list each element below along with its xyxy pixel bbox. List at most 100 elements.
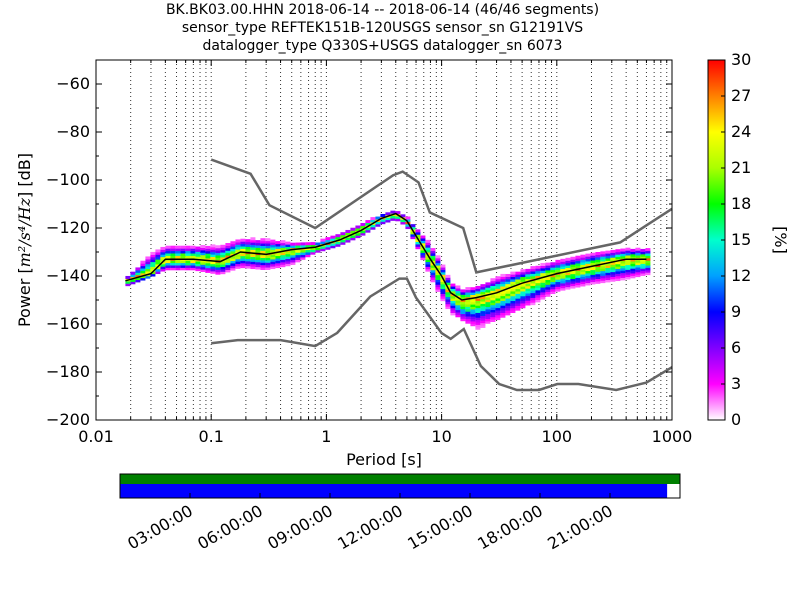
psd-cell bbox=[625, 269, 631, 273]
psd-cell bbox=[545, 265, 551, 269]
noise-model-high-line bbox=[210, 158, 673, 274]
psd-cell bbox=[630, 260, 636, 264]
psd-cell bbox=[285, 251, 291, 255]
psd-cell bbox=[305, 242, 311, 246]
psd-cell bbox=[250, 249, 256, 253]
psd-cell bbox=[555, 267, 561, 271]
psd-cell bbox=[385, 219, 391, 223]
psd-cell bbox=[150, 254, 156, 258]
psd-cell bbox=[570, 259, 576, 263]
psd-cell bbox=[430, 255, 436, 259]
psd-cell bbox=[380, 218, 386, 222]
psd-cell bbox=[535, 272, 541, 276]
psd-cell bbox=[575, 265, 581, 269]
psd-cell bbox=[540, 270, 546, 274]
psd-cell bbox=[535, 265, 541, 269]
psd-cell bbox=[245, 263, 251, 267]
psd-cell bbox=[175, 264, 181, 268]
psd-cell bbox=[470, 316, 476, 320]
psd-cell bbox=[600, 270, 606, 274]
psd-cell bbox=[495, 302, 501, 306]
psd-cell bbox=[510, 310, 516, 314]
psd-cell bbox=[510, 300, 516, 304]
psd-cell bbox=[410, 231, 416, 235]
psd-cell bbox=[215, 264, 221, 268]
psd-cell bbox=[430, 257, 436, 261]
psd-cell bbox=[470, 320, 476, 324]
psd-cell bbox=[440, 283, 446, 287]
psd-cell bbox=[615, 251, 621, 255]
psd-cell bbox=[635, 271, 641, 275]
psd-cell bbox=[225, 250, 231, 254]
psd-cell bbox=[430, 279, 436, 283]
psd-cell bbox=[165, 248, 171, 252]
psd-cell bbox=[560, 287, 566, 291]
psd-cell bbox=[595, 278, 601, 282]
psd-cell bbox=[185, 252, 191, 256]
psd-cell bbox=[485, 311, 491, 315]
psd-cell bbox=[440, 274, 446, 278]
psd-cell bbox=[505, 300, 511, 304]
psd-cell bbox=[440, 266, 446, 270]
psd-cell bbox=[530, 285, 536, 289]
psd-cell bbox=[235, 246, 241, 250]
psd-cell bbox=[230, 265, 236, 269]
psd-cell bbox=[295, 256, 301, 260]
psd-cell bbox=[150, 259, 156, 263]
psd-cell bbox=[470, 287, 476, 291]
psd-cell bbox=[440, 295, 446, 299]
colorbar-tick-label: 15 bbox=[731, 230, 751, 249]
psd-cell bbox=[625, 259, 631, 263]
psd-cell bbox=[470, 308, 476, 312]
psd-cell bbox=[495, 288, 501, 292]
psd-cell bbox=[360, 232, 366, 236]
psd-cell bbox=[225, 269, 231, 273]
psd-cell bbox=[365, 222, 371, 226]
psd-cell bbox=[500, 314, 506, 318]
psd-cell bbox=[430, 267, 436, 271]
y-tick-label: −160 bbox=[46, 314, 90, 333]
psd-cell bbox=[550, 286, 556, 290]
psd-cell bbox=[620, 272, 626, 276]
psd-cell bbox=[200, 257, 206, 261]
psd-cell bbox=[590, 281, 596, 285]
psd-cell bbox=[165, 267, 171, 271]
psd-cell bbox=[620, 248, 626, 252]
psd-cell bbox=[575, 262, 581, 266]
psd-cell bbox=[195, 268, 201, 272]
psd-cell bbox=[625, 271, 631, 275]
psd-cell bbox=[280, 240, 286, 244]
psd-cell bbox=[455, 309, 461, 313]
psd-cell bbox=[585, 260, 591, 264]
psd-cell bbox=[435, 264, 441, 268]
psd-cell bbox=[205, 248, 211, 252]
psd-cell bbox=[595, 276, 601, 280]
psd-cell bbox=[490, 311, 496, 315]
psd-cell bbox=[525, 278, 531, 282]
psd-cell bbox=[455, 285, 461, 289]
psd-cell bbox=[290, 249, 296, 253]
psd-cell bbox=[485, 289, 491, 293]
psd-cell bbox=[545, 262, 551, 266]
psd-cell bbox=[535, 284, 541, 288]
psd-cell bbox=[465, 294, 471, 298]
psd-cell bbox=[265, 245, 271, 249]
psd-cell bbox=[500, 307, 506, 311]
psd-cell bbox=[180, 255, 186, 259]
psd-cell bbox=[255, 256, 261, 260]
psd-cell bbox=[210, 244, 216, 248]
psd-cell bbox=[140, 277, 146, 281]
psd-cell bbox=[605, 277, 611, 281]
psd-cell bbox=[285, 253, 291, 257]
psd-cell bbox=[610, 273, 616, 277]
psd-cell bbox=[410, 226, 416, 230]
psd-cell bbox=[190, 267, 196, 271]
psd-cell bbox=[595, 256, 601, 260]
psd-cell bbox=[490, 299, 496, 303]
psd-cell bbox=[225, 245, 231, 249]
psd-cell bbox=[285, 256, 291, 260]
psd-cell bbox=[380, 221, 386, 225]
psd-cell bbox=[575, 277, 581, 281]
psd-cell bbox=[155, 268, 161, 272]
psd-cell bbox=[570, 266, 576, 270]
